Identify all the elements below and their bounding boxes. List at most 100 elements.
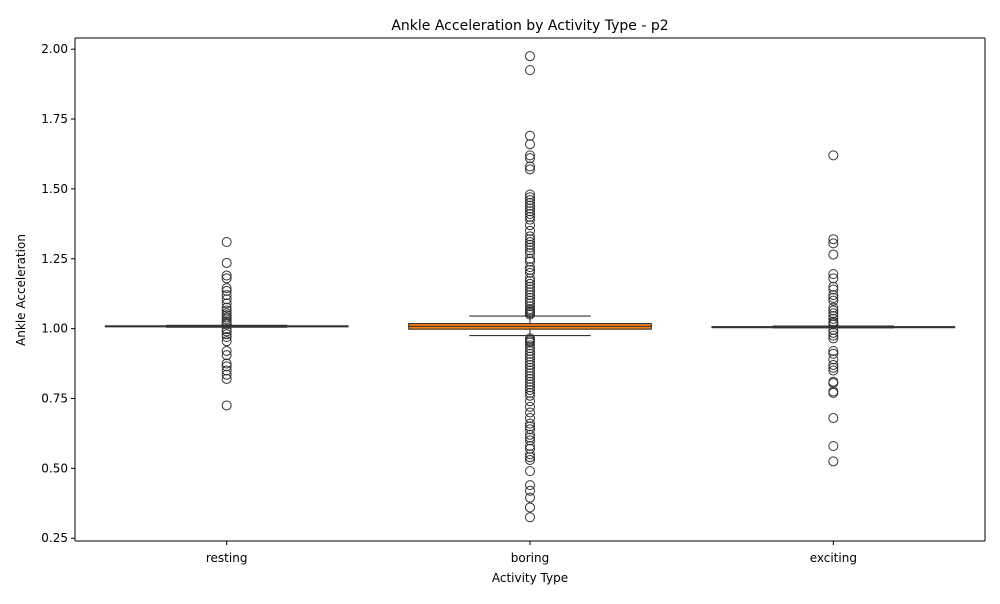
outlier-point: [828, 290, 839, 301]
outlier-point: [828, 348, 839, 359]
outlier-point: [525, 421, 535, 432]
outlier-point: [525, 440, 535, 451]
y-tick-label: 1.25: [41, 252, 68, 266]
x-tick-label: resting: [206, 551, 248, 565]
outlier-point: [525, 220, 535, 231]
outlier-point: [221, 329, 232, 340]
outlier-point: [828, 325, 839, 336]
outlier-point: [221, 373, 232, 384]
outlier-point: [525, 407, 535, 418]
outlier-point: [525, 376, 535, 387]
y-tick-label: 0.75: [41, 391, 68, 405]
outlier-point: [525, 209, 535, 220]
outlier-point: [828, 281, 839, 292]
outlier-point: [525, 225, 535, 236]
outlier-point: [525, 359, 535, 370]
outlier-point: [221, 350, 232, 361]
y-tick-label: 0.25: [41, 531, 68, 545]
outlier-point: [525, 211, 535, 222]
outlier-point: [525, 343, 535, 354]
outlier-point: [525, 354, 535, 365]
outlier-point: [525, 387, 535, 398]
y-tick-label: 0.50: [41, 461, 68, 475]
outlier-point: [221, 332, 232, 343]
outlier-point: [221, 365, 232, 376]
outlier-point: [525, 348, 535, 359]
outlier-point: [525, 418, 535, 429]
outlier-point: [525, 214, 535, 225]
outlier-point: [221, 369, 232, 380]
outlier-point: [525, 284, 535, 295]
outlier-point: [525, 242, 535, 253]
outlier-point: [525, 267, 535, 278]
outlier-point: [221, 285, 232, 296]
outlier-point: [525, 371, 535, 382]
outlier-point: [525, 153, 535, 164]
outlier-point: [828, 440, 839, 451]
outlier-point: [525, 512, 535, 523]
outlier-point: [525, 150, 535, 161]
outlier-point: [221, 336, 232, 347]
outlier-point: [525, 309, 535, 320]
outlier-point: [525, 362, 535, 373]
box-group-boring: [408, 51, 652, 523]
outlier-point: [828, 273, 839, 284]
outlier-point: [221, 319, 232, 330]
outlier-point: [828, 150, 839, 161]
chart-title: Ankle Acceleration by Activity Type - p2: [391, 18, 668, 34]
outlier-point: [525, 385, 535, 396]
x-axis: resting boring exciting: [75, 37, 985, 565]
outlier-point: [525, 452, 535, 463]
y-axis-label: Ankle Acceleration: [14, 234, 28, 346]
outlier-point: [525, 287, 535, 298]
outlier-point: [221, 294, 232, 305]
outlier-point: [525, 234, 535, 245]
outlier-point: [221, 302, 232, 313]
x-tick-label: boring: [511, 551, 549, 565]
outlier-point: [221, 270, 232, 281]
outlier-point: [828, 378, 839, 389]
outlier-point: [525, 368, 535, 379]
outlier-point: [525, 466, 535, 477]
outlier-point: [525, 256, 535, 267]
outlier-point: [828, 319, 839, 330]
outlier-point: [828, 387, 839, 398]
outlier-point: [525, 51, 535, 62]
outlier-point: [828, 249, 839, 260]
box-group-resting: [104, 236, 349, 411]
y-tick-label: 1.50: [41, 182, 68, 196]
outlier-point: [525, 413, 535, 424]
outlier-point: [525, 206, 535, 217]
outlier-point: [828, 311, 839, 322]
outlier-point: [525, 301, 535, 312]
outlier-point: [525, 298, 535, 309]
y-tick-label: 1.00: [41, 322, 68, 336]
outlier-point: [525, 424, 535, 435]
outlier-point: [828, 269, 839, 280]
outlier-point: [525, 435, 535, 446]
outlier-point: [525, 429, 535, 440]
outlier-point: [525, 480, 535, 491]
outlier-point: [828, 327, 839, 338]
outlier-point: [525, 492, 535, 503]
outlier-point: [525, 345, 535, 356]
outlier-point: [221, 345, 232, 356]
outlier-point: [828, 345, 839, 356]
outlier-point: [221, 358, 232, 369]
plot-area: [104, 51, 956, 523]
outlier-point: [525, 396, 535, 407]
outlier-point: [221, 290, 232, 301]
outlier-point: [525, 292, 535, 303]
outlier-point: [828, 238, 839, 249]
outlier-point: [525, 245, 535, 256]
outlier-point: [221, 257, 232, 268]
outlier-point: [525, 231, 535, 242]
outlier-point: [525, 161, 535, 172]
outlier-point: [525, 192, 535, 203]
outlier-point: [221, 283, 232, 294]
outlier-point: [221, 326, 232, 337]
outlier-point: [221, 236, 232, 247]
outlier-point: [828, 362, 839, 373]
